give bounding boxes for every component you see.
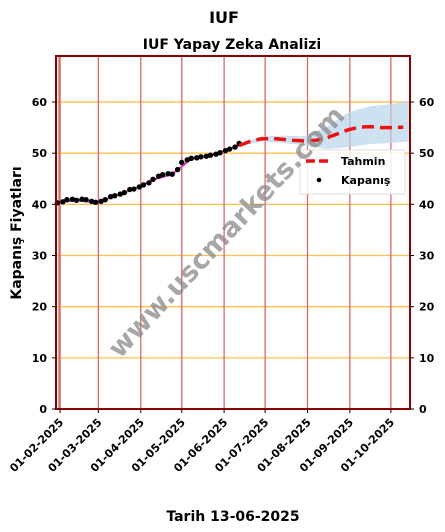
y-tick-label-left: 50 <box>32 147 48 160</box>
kapanis-point <box>194 155 200 161</box>
kapanis-point <box>188 155 195 162</box>
y-tick-label-right: 50 <box>419 147 435 160</box>
kapanis-point <box>155 173 162 179</box>
plot-frame <box>55 55 411 410</box>
kapanis-point <box>198 154 204 160</box>
legend-kapanis-label: Kapanış <box>341 174 391 187</box>
kapanis-point <box>169 171 175 177</box>
kapanis-point <box>146 180 152 186</box>
kapanis-point <box>140 182 147 188</box>
kapanis-point <box>179 159 185 166</box>
kapanis-point <box>69 196 76 202</box>
kapanis-point <box>107 193 114 200</box>
legend-box <box>299 149 406 195</box>
y-tick-label-right: 20 <box>419 301 435 314</box>
kapanis-point <box>222 147 229 154</box>
kapanis-point <box>203 153 210 159</box>
x-axis-label: Tarih 13-06-2025 <box>166 509 299 525</box>
watermark: www.uscmarkets.com <box>102 100 351 364</box>
kapanis-point <box>83 197 89 203</box>
kapanis-point <box>136 184 143 190</box>
legend-tahmin-label: Tahmin <box>341 155 385 168</box>
kapanis-point <box>226 146 233 152</box>
y-tick-label-left: 30 <box>32 250 48 263</box>
kapanis-point <box>88 198 95 204</box>
kapanis-point <box>232 144 238 150</box>
kapanis-point <box>184 157 190 163</box>
kapanis-point <box>98 198 104 204</box>
kapanis-point <box>165 170 171 177</box>
kapanis-point <box>102 197 108 203</box>
kapanis-point <box>121 189 128 196</box>
kapanis-point <box>64 197 70 203</box>
y-tick-label-left: 20 <box>32 301 48 314</box>
y-axis-label: Kapanış Fiyatları <box>9 166 25 299</box>
y-tick-label-left: 10 <box>32 352 48 365</box>
legend: Tahmin Kapanış <box>299 149 406 195</box>
y-tick-label-right: 30 <box>419 250 435 263</box>
chart-subtitle: IUF Yapay Zeka Analizi <box>143 37 321 53</box>
kapanis-point <box>207 152 214 158</box>
y-tick-label-left: 40 <box>32 198 48 211</box>
kapanis-point <box>159 171 166 178</box>
kapanis-point <box>92 199 99 206</box>
kapanis-point <box>79 196 85 202</box>
kapanis-point <box>174 166 181 173</box>
kapanis-point <box>217 149 223 156</box>
kapanis-point <box>73 197 80 203</box>
y-tick-label-right: 0 <box>419 403 427 416</box>
y-tick-label-left: 60 <box>32 96 48 109</box>
kapanis-point <box>150 176 156 182</box>
chart-title: IUF <box>209 8 239 27</box>
kapanis-point <box>60 199 66 205</box>
kapanis-point <box>127 186 133 193</box>
y-tick-label-right: 60 <box>419 96 435 109</box>
tahmin-line <box>238 124 404 148</box>
kapanis-point <box>213 151 219 157</box>
kapanis-point <box>131 186 137 192</box>
kapanis-point <box>117 191 123 197</box>
forecast-confidence-band <box>239 100 410 150</box>
legend-kapanis-swatch <box>316 177 322 183</box>
y-tick-label-right: 10 <box>419 352 435 365</box>
y-tick-label-right: 40 <box>419 198 435 211</box>
y-tick-label-left: 0 <box>39 403 47 416</box>
kapanis-point <box>112 192 118 199</box>
